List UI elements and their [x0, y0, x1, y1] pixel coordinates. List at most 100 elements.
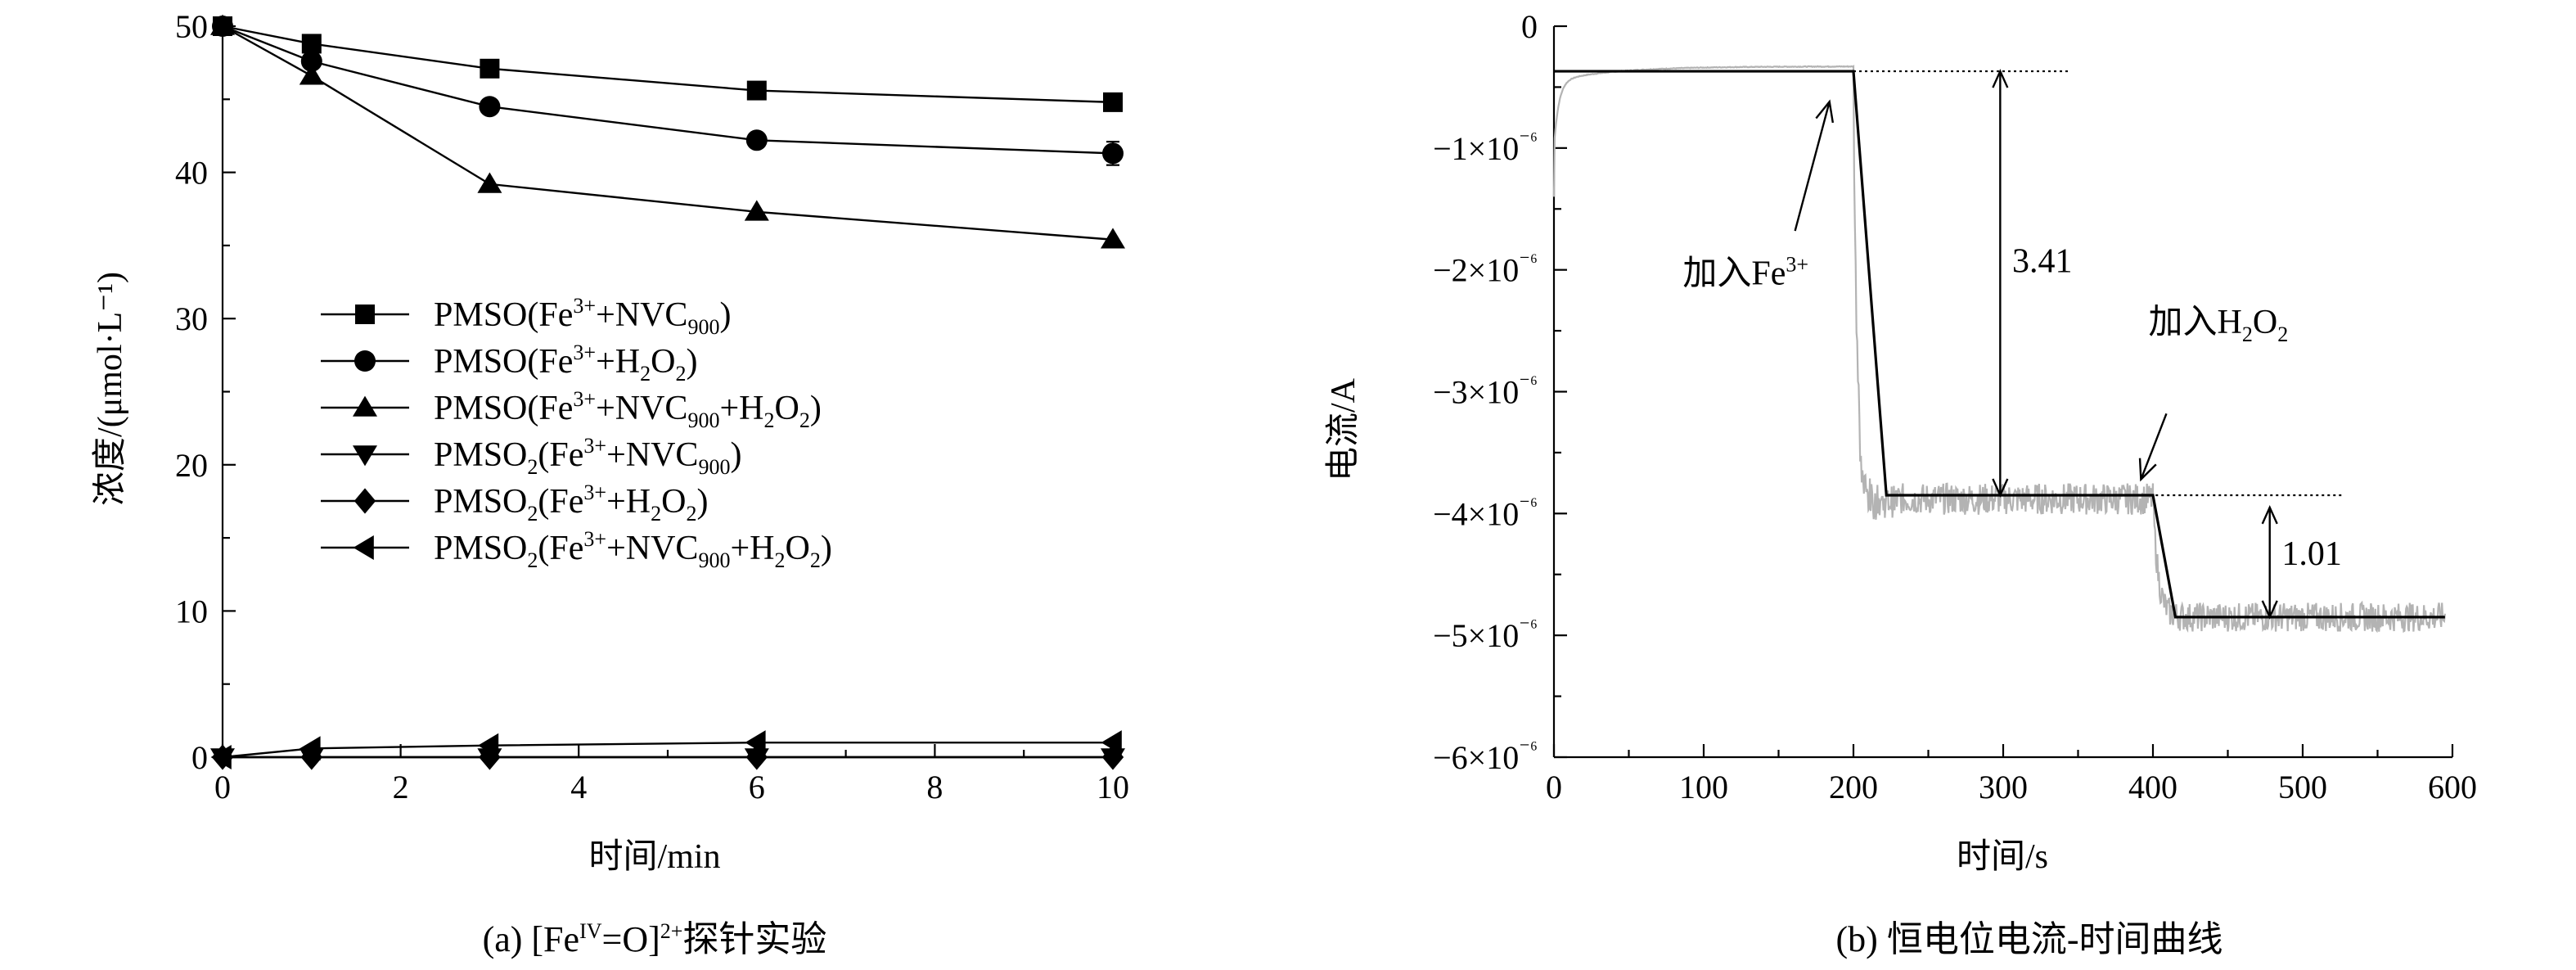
marker-circle: [1102, 142, 1124, 165]
series-line: [222, 25, 1114, 241]
marker-square: [1103, 92, 1123, 112]
pointer-head: [2138, 458, 2157, 482]
marker-triangle-down: [353, 445, 377, 467]
x-tick-label: 300: [1979, 769, 2028, 805]
legend-item-3: PMSO(Fe3++NVC900+H2O2): [321, 387, 822, 432]
y-tick-label: 50: [175, 8, 208, 45]
chart-b-y-axis-label: 电流/A: [1325, 377, 1362, 481]
arrow-head-down: [2261, 600, 2278, 620]
legend-label: PMSO(Fe3++NVC900+H2O2): [434, 387, 822, 432]
x-tick-label: 0: [214, 769, 231, 805]
y-tick-label: −1×10⁻⁶: [1433, 128, 1538, 167]
x-tick-label: 100: [1679, 769, 1728, 805]
marker-circle: [745, 129, 768, 151]
marker-square: [480, 58, 500, 79]
y-tick-label: 0: [191, 739, 208, 776]
chart-b-annotations: 3.41 1.01 加入Fe3+ 加入H2O2: [1682, 69, 2344, 620]
chart-a-legend: PMSO(Fe3++NVC900)PMSO(Fe3++H2O2)PMSO(Fe3…: [321, 294, 832, 572]
legend-label: PMSO(Fe3++H2O2): [434, 341, 697, 386]
series-6: [210, 730, 1122, 769]
y-tick-label: 30: [175, 300, 208, 337]
marker-circle: [300, 50, 322, 72]
chart-a-y-axis-label: 浓度/(μmol·L⁻¹): [92, 272, 129, 506]
legend-label: PMSO2(Fe3++H2O2): [434, 480, 708, 526]
legend-item-6: PMSO2(Fe3++NVC900+H2O2): [321, 527, 832, 572]
y-tick-label: 20: [175, 447, 208, 484]
marker-triangle-up: [1101, 228, 1125, 249]
y-tick-label: 40: [175, 155, 208, 192]
annotation-add-fe: 加入Fe3+: [1682, 253, 1808, 293]
chart-b: 0 −1×10⁻⁶ −2×10⁻⁶ −3×10⁻⁶ −4×10⁻⁶ −5×10⁻⁶ −6×1…: [1325, 8, 2477, 959]
arrow-head-up: [1992, 69, 2009, 88]
marker-triangle-up: [744, 200, 769, 221]
marker-triangle-left: [478, 733, 499, 758]
marker-triangle-left: [210, 745, 232, 769]
pointer-head: [1815, 99, 1835, 124]
legend-item-5: PMSO2(Fe3++H2O2): [321, 480, 708, 526]
chart-a-series: [210, 14, 1125, 770]
marker-diamond: [745, 744, 768, 770]
difference-label-2: 1.01: [2281, 535, 2342, 573]
y-tick-label: 10: [175, 593, 208, 629]
x-tick-label: 600: [2428, 769, 2477, 805]
series-2: [212, 16, 1124, 166]
y-tick-label: −6×10⁻⁶: [1433, 737, 1538, 776]
legend-item-2: PMSO(Fe3++H2O2): [321, 341, 697, 386]
x-tick-label: 0: [1546, 769, 1562, 805]
legend-item-4: PMSO2(Fe3++NVC900): [321, 434, 741, 479]
h2o2-pointer-arrow: [2138, 413, 2168, 482]
series-1: [213, 16, 1123, 112]
chart-b-caption: (b) 恒电位电流-时间曲线: [1836, 919, 2223, 959]
marker-circle: [354, 350, 376, 372]
y-tick-label: −4×10⁻⁶: [1433, 493, 1538, 532]
x-tick-label: 200: [1829, 769, 1878, 805]
chart-b-x-axis-label: 时间/s: [1957, 838, 2048, 876]
y-tick-label: 0: [1521, 8, 1538, 45]
pointer-shaft: [2140, 413, 2168, 480]
marker-triangle-up: [210, 14, 235, 35]
legend-item-1: PMSO(Fe3++NVC900): [321, 294, 731, 339]
fe-pointer-arrow: [1794, 99, 1835, 232]
marker-triangle-left: [299, 736, 321, 761]
marker-triangle-left: [745, 730, 766, 756]
x-tick-label: 2: [393, 769, 409, 805]
chart-b-axes: 0 −1×10⁻⁶ −2×10⁻⁶ −3×10⁻⁶ −4×10⁻⁶ −5×10⁻⁶ −6×1…: [1433, 8, 2477, 805]
x-tick-label: 8: [926, 769, 943, 805]
chart-a-axes: 0 10 20 30 40 50 0 2 4 6 8 10: [175, 8, 1129, 805]
arrow-head-down: [1992, 478, 2009, 498]
series-3: [210, 14, 1125, 249]
chart-a-x-axis-label: 时间/min: [588, 838, 720, 876]
series-line: [222, 25, 1114, 104]
y-tick-label: −2×10⁻⁶: [1433, 250, 1538, 289]
legend-label: PMSO2(Fe3++NVC900+H2O2): [434, 527, 832, 572]
difference-arrow-1: [1992, 69, 2009, 498]
x-tick-label: 10: [1097, 769, 1129, 805]
marker-triangle-up: [299, 64, 324, 85]
arrow-head-up: [2261, 504, 2278, 525]
difference-label-1: 3.41: [2012, 243, 2073, 281]
annotation-add-h2o2: 加入H2O2: [2149, 304, 2289, 346]
marker-circle: [479, 96, 501, 118]
x-tick-label: 6: [749, 769, 765, 805]
legend-label: PMSO2(Fe3++NVC900): [434, 434, 741, 479]
marker-diamond: [354, 488, 376, 514]
y-tick-label: −5×10⁻⁶: [1433, 615, 1538, 654]
marker-triangle-left: [1101, 730, 1122, 756]
series-line: [222, 25, 1114, 155]
x-tick-label: 4: [570, 769, 587, 805]
x-tick-label: 500: [2278, 769, 2327, 805]
marker-square: [301, 34, 322, 54]
marker-square: [355, 305, 375, 324]
chart-a-caption: (a) [FeIV=O]2+探针实验: [483, 919, 827, 959]
x-tick-label: 400: [2128, 769, 2177, 805]
pointer-shaft: [1794, 101, 1831, 232]
difference-arrow-2: [2261, 504, 2278, 620]
y-tick-label: −3×10⁻⁶: [1433, 372, 1538, 411]
marker-triangle-up: [353, 395, 377, 417]
marker-triangle-up: [477, 172, 502, 193]
marker-square: [746, 80, 767, 101]
legend-label: PMSO(Fe3++NVC900): [434, 294, 731, 339]
marker-triangle-left: [353, 535, 374, 560]
